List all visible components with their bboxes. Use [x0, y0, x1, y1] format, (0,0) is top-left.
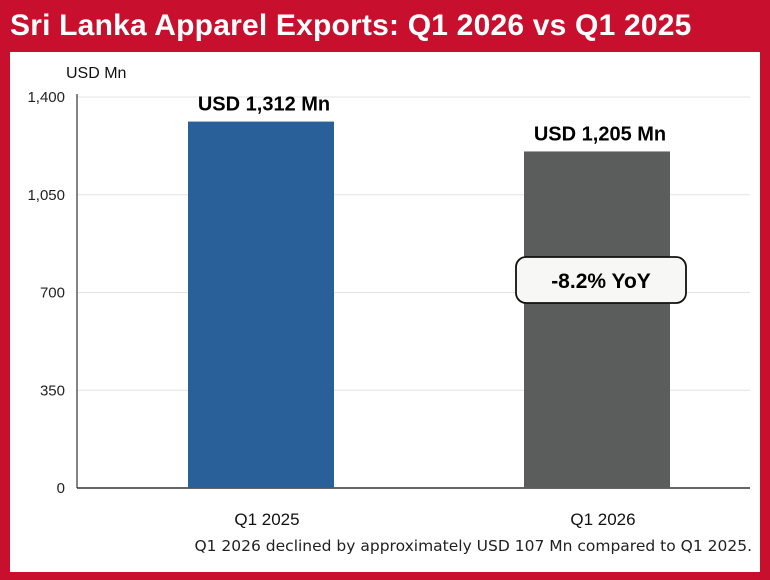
y-tick-label: 350 — [40, 382, 65, 399]
y-axis-label: USD Mn — [66, 65, 126, 82]
data-label: USD 1,312 Mn — [198, 94, 330, 116]
yoy-badge — [515, 256, 687, 304]
y-tick-label: 0 — [57, 480, 65, 497]
chart-panel: 0 350 700 1,050 1,400 USD Mn USD 1,312 Mn Q1 20… — [10, 52, 760, 572]
y-tick-label: 700 — [40, 285, 65, 302]
x-tick-label: Q1 2025 — [234, 510, 299, 529]
yoy-annotation: -8.2% YoY — [551, 270, 651, 293]
x-tick-label: Q1 2026 — [570, 510, 635, 529]
data-label: USD 1,205 Mn — [534, 123, 666, 145]
title-bar: Sri Lanka Apparel Exports: Q1 2026 vs Q1… — [0, 0, 770, 52]
bar-q1-2026 — [524, 151, 670, 488]
chart-title: Sri Lanka Apparel Exports: Q1 2026 vs Q1… — [10, 9, 692, 42]
y-tick-label: 1,050 — [27, 187, 65, 204]
y-tick-label: 1,400 — [27, 89, 65, 106]
footnote: Q1 2026 declined by approximately USD 10… — [194, 537, 752, 555]
bar-q1-2025 — [188, 121, 334, 488]
